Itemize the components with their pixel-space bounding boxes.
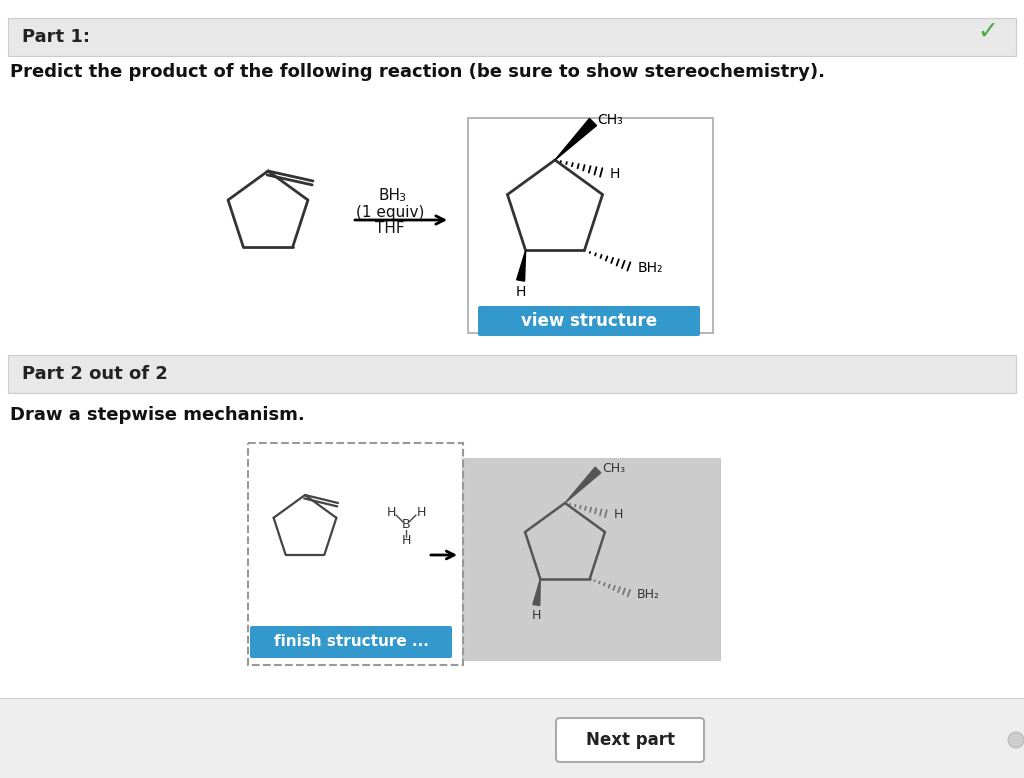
Polygon shape — [532, 579, 541, 605]
Text: H: H — [614, 509, 624, 521]
Text: B: B — [401, 518, 411, 531]
Text: H: H — [531, 609, 541, 622]
Text: CH₃: CH₃ — [602, 461, 625, 475]
Text: H: H — [610, 167, 621, 181]
Text: (1 equiv): (1 equiv) — [355, 205, 424, 219]
Text: finish structure ...: finish structure ... — [273, 635, 428, 650]
Text: Predict the product of the following reaction (be sure to show stereochemistry).: Predict the product of the following rea… — [10, 63, 825, 81]
Text: BH₂: BH₂ — [637, 588, 659, 601]
Text: Part 2 out of 2: Part 2 out of 2 — [22, 365, 168, 383]
Text: BH: BH — [379, 187, 401, 202]
Text: CH₃: CH₃ — [597, 113, 623, 127]
Bar — [248, 443, 463, 665]
Bar — [8, 355, 1016, 393]
Polygon shape — [555, 118, 597, 160]
Bar — [468, 118, 713, 333]
Text: 3: 3 — [398, 193, 406, 203]
Text: H: H — [401, 534, 411, 546]
Bar — [0, 698, 1024, 778]
Text: view structure: view structure — [521, 312, 657, 330]
FancyBboxPatch shape — [556, 718, 705, 762]
Bar — [8, 18, 1016, 56]
Text: THF: THF — [375, 220, 404, 236]
FancyBboxPatch shape — [250, 626, 452, 658]
Polygon shape — [565, 467, 601, 503]
Text: ✓: ✓ — [978, 20, 998, 44]
Bar — [462, 458, 720, 660]
Polygon shape — [517, 251, 525, 281]
Text: H: H — [417, 506, 426, 520]
FancyBboxPatch shape — [478, 306, 700, 336]
Text: BH₂: BH₂ — [637, 261, 663, 275]
Text: Draw a stepwise mechanism.: Draw a stepwise mechanism. — [10, 406, 305, 424]
Bar — [0, 698, 1024, 699]
Text: Part 1:: Part 1: — [22, 28, 90, 46]
Text: H: H — [515, 286, 525, 300]
Circle shape — [1008, 732, 1024, 748]
Text: H: H — [386, 506, 395, 520]
Text: Next part: Next part — [586, 731, 675, 749]
